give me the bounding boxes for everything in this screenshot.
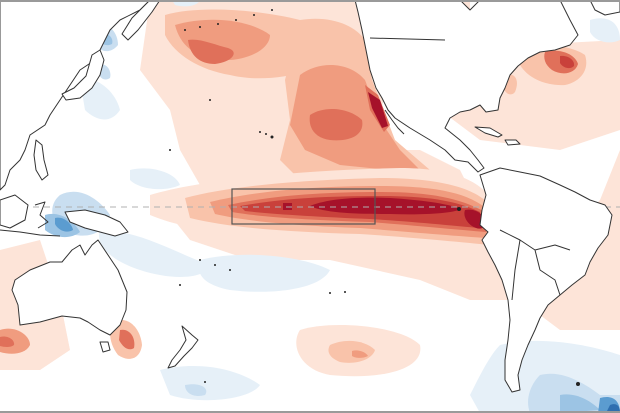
- new-zealand-landmass: [167, 325, 199, 369]
- cuba-landmass: [474, 126, 503, 138]
- nino-region-box: [231, 188, 376, 225]
- north-america-landmass: [354, 0, 579, 173]
- baja-california-landmass: [384, 109, 405, 135]
- islands: [169, 9, 580, 386]
- asia-landmass: [0, 0, 151, 191]
- hawaii-island: [270, 135, 274, 139]
- hispaniola-landmass: [504, 139, 521, 146]
- landmasses: [0, 0, 620, 393]
- borneo-landmass: [0, 194, 29, 229]
- new-guinea-landmass: [64, 209, 129, 237]
- galapagos-island: [457, 207, 461, 211]
- south-america-landmass: [479, 167, 613, 393]
- philippines-landmass: [33, 139, 49, 181]
- us-canada-border: [369, 37, 446, 41]
- south-america-borders: [499, 229, 571, 301]
- tasmania-landmass: [99, 341, 111, 353]
- sumatra-java-landmass: [0, 229, 61, 237]
- greenland-landmass: [589, 0, 620, 16]
- japan-landmass: [61, 49, 105, 101]
- australia-landmass: [11, 239, 128, 336]
- sulawesi-landmass: [34, 201, 49, 229]
